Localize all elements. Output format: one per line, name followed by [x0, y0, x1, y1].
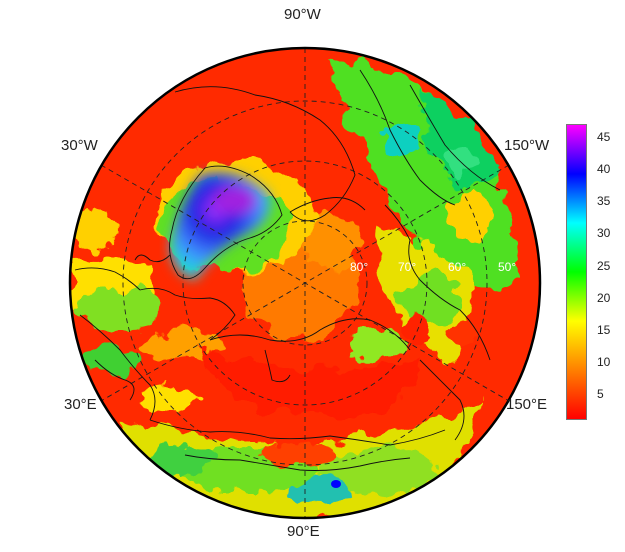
colorbar-tick-label: 30 [597, 226, 611, 241]
colorbar-tick-label: 45 [597, 129, 611, 144]
colorbar-tick-label: 5 [597, 387, 604, 402]
lon-label-30e: 30°E [64, 396, 97, 413]
lat-label-50: 50° [498, 260, 517, 274]
lon-label-30w: 30°W [61, 137, 98, 154]
lat-label-60: 60° [448, 260, 467, 274]
colorbar-tick-label: 10 [597, 355, 611, 370]
coastlines [74, 69, 501, 471]
colorbar-tick-label: 20 [597, 290, 611, 305]
colorbar-tick-label: 15 [597, 322, 611, 337]
lon-label-150e: 150°E [506, 396, 548, 413]
lat-label-80: 80° [350, 260, 369, 274]
colorbar [566, 124, 587, 420]
lon-label-150w: 150°W [504, 137, 550, 154]
map-boundary [68, 46, 542, 520]
lon-label-90e: 90°E [287, 523, 320, 540]
colorbar-tick-label: 40 [597, 162, 611, 177]
lat-label-70: 70° [398, 260, 417, 274]
colorbar-tick-label: 25 [597, 258, 611, 273]
colorbar-tick-label: 35 [597, 194, 611, 209]
lon-label-90w: 90°W [284, 6, 321, 23]
